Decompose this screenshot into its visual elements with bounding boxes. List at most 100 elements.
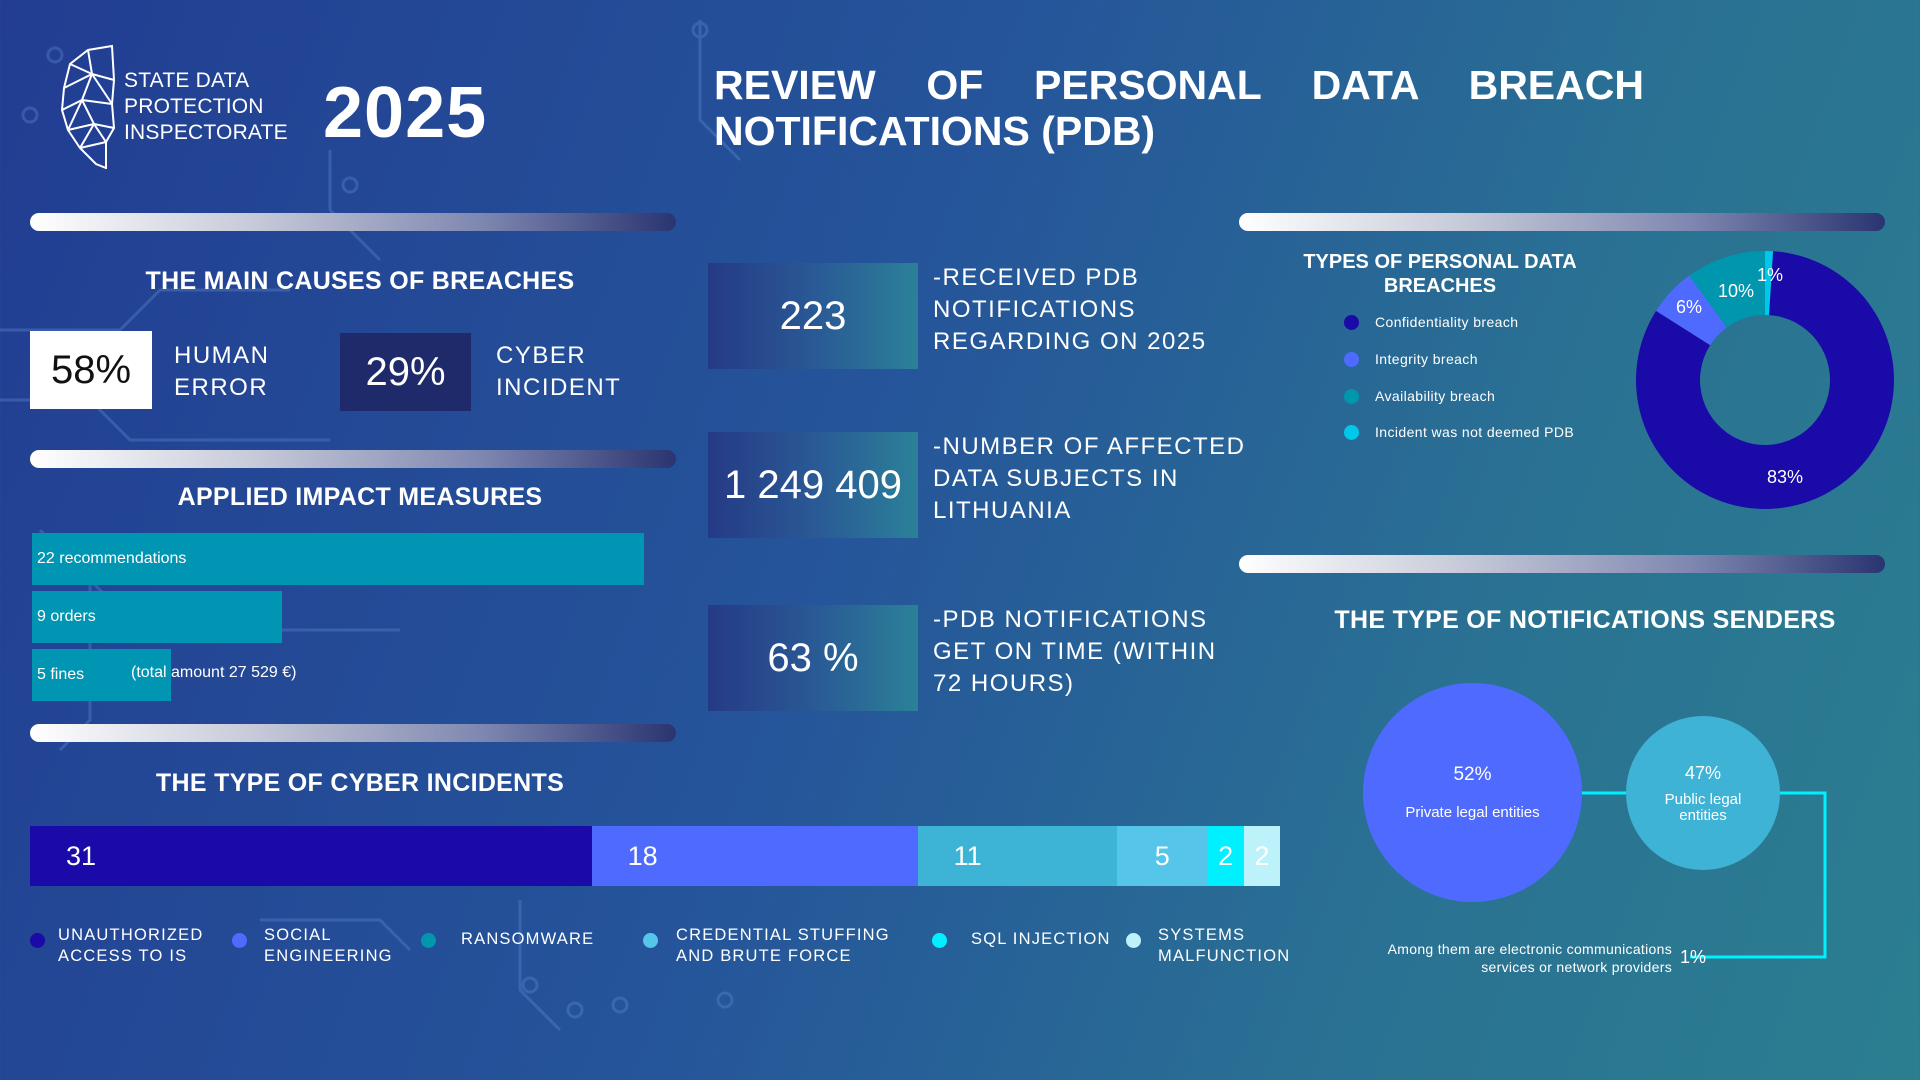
stat-text-line: -NUMBER OF AFFECTED	[933, 433, 1246, 460]
cyber-bar-value: 5	[1154, 840, 1170, 871]
sender-public-label-line: Public legal	[1664, 790, 1742, 808]
legend-dot	[30, 933, 45, 948]
sender-public-label-line: entities	[1679, 806, 1727, 824]
head-logo-icon	[60, 44, 116, 169]
legend-label-line: MALFUNCTION	[1158, 947, 1291, 965]
cyber-bar-segment: 18	[591, 826, 918, 886]
stat-text-line: 72 HOURS)	[933, 670, 1075, 697]
legend-label: Availability breach	[1375, 388, 1496, 404]
cyber-bar-value: 2	[1254, 840, 1270, 871]
fines-note: (total amount 27 529 €)	[131, 664, 297, 681]
org-name-line: INSPECTORATE	[124, 121, 288, 144]
donut-slice	[1765, 251, 1774, 316]
stat-text-line: GET ON TIME (WITHIN	[933, 638, 1217, 665]
legend-label: Integrity breach	[1375, 351, 1478, 367]
legend-label-line: SYSTEMS	[1158, 926, 1246, 944]
legend-dot	[1344, 389, 1359, 404]
providers-footnote: Among them are electronic communications…	[1300, 940, 1672, 976]
footnote-line: Among them are electronic communications	[1387, 941, 1672, 957]
cause-label-line: HUMAN	[174, 342, 270, 369]
stat-text-line: NOTIFICATIONS	[933, 296, 1137, 323]
cyber-bar-segment: 2	[1207, 826, 1244, 886]
cyber-title: THE TYPE OF CYBER INCIDENTS	[155, 769, 565, 797]
stat-text-line: -RECEIVED PDB	[933, 264, 1140, 291]
measure-bar-label: 22 recommendations	[37, 550, 187, 567]
stat-text-on-time: -PDB NOTIFICATIONS GET ON TIME (WITHIN 7…	[933, 604, 1263, 700]
cyber-bar-value: 31	[66, 840, 97, 871]
legend-label-line: CREDENTIAL STUFFING	[676, 926, 890, 944]
donut-slice	[1689, 251, 1765, 328]
breach-types-donut	[1636, 251, 1894, 509]
legend-label: SOCIAL ENGINEERING	[264, 925, 393, 967]
sender-private-value: 52%	[1453, 764, 1492, 785]
stat-text-data-subjects: -NUMBER OF AFFECTED DATA SUBJECTS IN LIT…	[933, 431, 1263, 527]
sender-private-bubble: 52% Private legal entities	[1363, 683, 1582, 902]
human-error-label: HUMAN ERROR	[174, 340, 270, 404]
stat-value-data-subjects: 1 249 409	[708, 432, 918, 538]
donut-slice-label: 6%	[1676, 297, 1703, 317]
stat-text-notifications: -RECEIVED PDB NOTIFICATIONS REGARDING ON…	[933, 262, 1263, 358]
section-divider	[30, 450, 676, 468]
cyber-bar-segment: 5	[1116, 826, 1208, 886]
cyber-bar-value: 18	[627, 840, 658, 871]
donut-slice-label: 83%	[1767, 467, 1804, 487]
legend-label: CREDENTIAL STUFFING AND BRUTE FORCE	[676, 925, 890, 967]
footnote-line: services or network providers	[1481, 959, 1672, 975]
legend-label: SYSTEMS MALFUNCTION	[1158, 925, 1290, 967]
donut-slice	[1636, 251, 1894, 509]
stat-text-line: REGARDING ON 2025	[933, 328, 1207, 355]
sender-private-label: Private legal entities	[1405, 804, 1540, 821]
cyber-incident-label: CYBER INCIDENT	[496, 340, 621, 404]
cyber-bar-segment: 31	[30, 826, 592, 886]
cause-label-line: ERROR	[174, 374, 269, 401]
section-divider	[1239, 555, 1885, 573]
stat-text-line: -PDB NOTIFICATIONS	[933, 606, 1208, 633]
stat-text-line: LITHUANIA	[933, 497, 1072, 524]
org-name: STATE DATA PROTECTION INSPECTORATE	[124, 68, 288, 146]
legend-label-line: UNAUTHORIZED	[58, 926, 204, 944]
donut-slice	[1656, 275, 1727, 346]
legend-dot	[1344, 425, 1359, 440]
legend-label: UNAUTHORIZED ACCESS TO IS	[58, 925, 203, 967]
causes-title: THE MAIN CAUSES OF BREACHES	[145, 267, 575, 295]
cause-label-line: CYBER	[496, 342, 587, 369]
senders-title: THE TYPE OF NOTIFICATIONS SENDERS	[1334, 606, 1836, 634]
section-divider	[30, 213, 676, 231]
stat-value-notifications: 223	[708, 263, 918, 369]
legend-label-line: ENGINEERING	[264, 947, 393, 965]
measure-bar-orders: 9 orders	[32, 591, 283, 643]
sender-public-bubble: 47% Public legal entities	[1626, 716, 1780, 870]
donut-slice-label: 10%	[1718, 281, 1755, 301]
legend-label: SQL INJECTION	[971, 929, 1111, 950]
legend-label: RANSOMWARE	[461, 929, 594, 950]
section-divider	[30, 724, 676, 742]
legend-dot	[232, 933, 247, 948]
legend-dot	[421, 933, 436, 948]
legend-dot	[1344, 315, 1359, 330]
report-year: 2025	[323, 73, 488, 153]
human-error-value: 58%	[30, 331, 152, 409]
page-title: REVIEW OF PERSONAL DATA BREACH NOTIFICAT…	[714, 62, 1644, 154]
legend-dot	[1126, 933, 1141, 948]
measure-bar-recommendations: 22 recommendations	[32, 533, 644, 585]
cyber-bar-segment: 2	[1243, 826, 1280, 886]
legend-label-line: RANSOMWARE	[461, 930, 595, 948]
cyber-incident-value: 29%	[340, 333, 471, 411]
legend-label: Confidentiality breach	[1375, 314, 1519, 330]
org-name-line: STATE DATA	[124, 69, 250, 92]
cause-label-line: INCIDENT	[496, 374, 622, 401]
legend-dot	[932, 933, 947, 948]
legend-dot	[1344, 352, 1359, 367]
measure-bar-label: 9 orders	[37, 608, 96, 625]
sender-public-value: 47%	[1684, 762, 1722, 783]
legend-label: Incident was not deemed PDB	[1375, 424, 1575, 440]
providers-footnote-value: 1%	[1680, 947, 1707, 967]
section-divider	[1239, 213, 1885, 231]
stat-value-on-time: 63 %	[708, 605, 918, 711]
legend-label-line: ACCESS TO IS	[58, 947, 188, 965]
measure-bar-fines: 5 fines	[32, 649, 172, 701]
breach-types-title: TYPES OF PERSONAL DATA BREACHES	[1303, 251, 1577, 297]
legend-label-line: SOCIAL	[264, 926, 332, 944]
measure-bar-label: 5 fines	[37, 666, 85, 683]
org-name-line: PROTECTION	[124, 95, 264, 118]
